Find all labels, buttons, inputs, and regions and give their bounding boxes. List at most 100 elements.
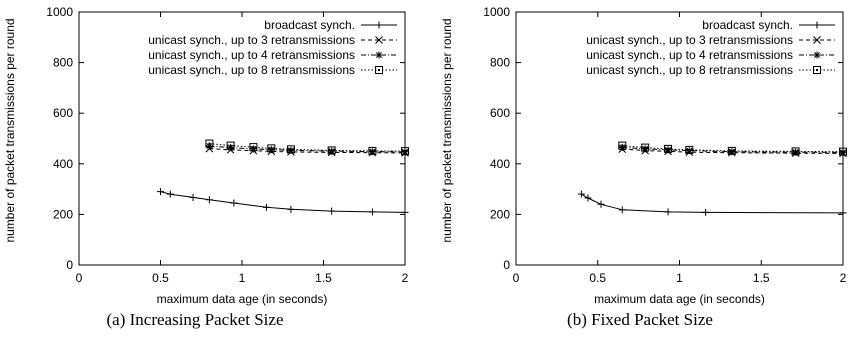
- chart-b-series-4-point-dot: [730, 149, 733, 152]
- chart-a-series-4-point-dot: [330, 149, 333, 152]
- chart-b-ytick-label: 1000: [483, 5, 510, 19]
- chart-b-legend-label-4: unicast synch., up to 8 retransmissions: [586, 63, 793, 77]
- chart-a-series-4-point: [368, 146, 377, 155]
- chart-b-legend-label-2: unicast synch., up to 3 retransmissions: [586, 33, 793, 47]
- chart-a-legend-label-4: unicast synch., up to 8 retransmissions: [148, 63, 355, 77]
- chart-b-ytick-label: 0: [503, 258, 510, 272]
- chart-b-series-4-point: [618, 141, 627, 150]
- chart-b-series-1-point: [839, 209, 847, 217]
- chart-b-series-1-point: [597, 200, 605, 208]
- chart-b-xtick-label: 2: [840, 271, 847, 285]
- chart-a-legend-label-1: broadcast synch.: [264, 18, 355, 32]
- chart-b-legend-label-3: unicast synch., up to 4 retransmissions: [586, 48, 793, 62]
- chart-a-series-2-line: [209, 148, 406, 154]
- chart-b-x-axis-label: maximum data age (in seconds): [594, 292, 765, 306]
- chart-a-xtick-label: 0.5: [152, 271, 169, 285]
- chart-a-legend-label-3: unicast synch., up to 4 retransmissions: [148, 48, 355, 62]
- chart-a-series-1-point: [189, 193, 197, 201]
- chart-a-y-axis-label: number of packet transmissions per round: [3, 18, 17, 242]
- chart-a: 0 200 400 600 800 1000 0 0.5 1 1.5 2 maximum data a…: [3, 5, 409, 329]
- chart-b-series-1: [577, 190, 847, 217]
- chart-b-series-4-point-dot: [644, 146, 647, 149]
- chart-a-series-1-point: [287, 205, 295, 213]
- chart-a-series-1-line: [160, 191, 406, 213]
- chart-a-ytick-label: 200: [53, 207, 73, 221]
- chart-b-series-4-point-dot: [621, 144, 624, 147]
- chart-a-ytick-label: 0: [66, 258, 73, 272]
- chart-b-series-3-point: [618, 143, 626, 151]
- chart-a-series-1-point: [230, 199, 238, 207]
- chart-a-series-4-point-dot: [371, 149, 374, 152]
- chart-a-series-1-point: [368, 208, 376, 216]
- chart-a-xtick-label: 1.5: [315, 271, 332, 285]
- chart-b-ytick-label: 800: [490, 56, 510, 70]
- chart-a-ytick-label: 400: [53, 157, 73, 171]
- chart-a-ytick-label: 600: [53, 106, 73, 120]
- chart-a-series-4: [205, 139, 409, 156]
- chart-a-series-3-point: [227, 144, 235, 152]
- chart-b-series-4-point: [685, 145, 694, 154]
- chart-a-legend-marker-4: [375, 66, 383, 74]
- chart-a-ytick-label: 800: [53, 56, 73, 70]
- chart-b-legend-marker-1: [813, 21, 821, 29]
- chart-a-series-1: [157, 188, 409, 216]
- chart-a-series-4-point-dot: [229, 144, 232, 147]
- chart-b-xtick-label: 1: [676, 271, 683, 285]
- chart-a-series-3-line: [209, 145, 406, 153]
- chart-a-caption: (a) Increasing Packet Size: [107, 310, 284, 329]
- chart-a-legend-marker-4-dot: [378, 69, 380, 71]
- chart-b-series-4-point-dot: [667, 147, 670, 150]
- chart-b-series-3-point: [641, 145, 649, 153]
- chart-b-series-1-point: [584, 194, 592, 202]
- chart-b-legend-marker-4-dot: [816, 69, 818, 71]
- chart-b-legend-marker-2: [813, 36, 821, 44]
- chart-b-xtick-label: 0: [513, 271, 520, 285]
- chart-a-xtick-label: 1: [239, 271, 246, 285]
- chart-a-series-1-point: [166, 190, 174, 198]
- chart-b-series-4-point: [641, 143, 650, 152]
- chart-a-legend: broadcast synch.unicast synch., up to 3 …: [148, 18, 397, 77]
- chart-a-xtick-label: 2: [402, 271, 409, 285]
- chart-a-series-4-point: [286, 145, 295, 154]
- chart-a-series-4-point: [249, 143, 258, 152]
- chart-a-series-4-point: [205, 139, 214, 148]
- chart-a-x-axis-label: maximum data age (in seconds): [157, 292, 328, 306]
- chart-b-xtick-label: 1.5: [753, 271, 770, 285]
- chart-a-series-4-point-dot: [289, 148, 292, 151]
- chart-a-series-3-point: [267, 146, 275, 154]
- chart-a-series-3-point: [205, 142, 213, 150]
- chart-a-series-3: [205, 142, 409, 156]
- chart-b-series-4-point: [727, 146, 736, 155]
- chart-a-series-4-point: [327, 146, 336, 155]
- chart-a-series-1-point: [262, 203, 270, 211]
- chart-b-legend-label-1: broadcast synch.: [702, 18, 793, 32]
- chart-b-series-4-point: [839, 147, 847, 156]
- chart-b-ytick-label: 200: [490, 207, 510, 221]
- chart-a-series-4-point: [267, 144, 276, 153]
- chart-a-ytick-label: 1000: [46, 5, 73, 19]
- chart-b-series-4-point-dot: [842, 150, 844, 153]
- chart-b-series-4-point: [664, 144, 673, 153]
- chart-b: 0 200 400 600 800 1000 0 0.5 1 1.5 2 maximum data a…: [440, 5, 847, 329]
- chart-a-series-4-point-dot: [270, 147, 273, 150]
- chart-b-series-1-point: [702, 208, 710, 216]
- chart-a-series-1-point: [401, 208, 409, 216]
- chart-b-y-axis-label: number of packet transmissions per round: [440, 18, 454, 242]
- chart-a-series-4-point-dot: [252, 146, 255, 149]
- chart-a-series-4-point: [401, 147, 409, 156]
- chart-a-legend-label-2: unicast synch., up to 3 retransmissions: [148, 33, 355, 47]
- chart-a-series-4-point: [226, 141, 235, 150]
- chart-b-series-1-point: [618, 206, 626, 214]
- chart-b-legend-marker-4: [813, 66, 821, 74]
- chart-b-series-4-point-dot: [794, 150, 797, 153]
- chart-b-ytick-label: 600: [490, 106, 510, 120]
- chart-b-legend: broadcast synch.unicast synch., up to 3 …: [586, 18, 835, 77]
- chart-a-legend-marker-2: [375, 36, 383, 44]
- chart-b-series-4-point-dot: [688, 148, 691, 151]
- chart-b-legend-marker-3: [813, 51, 821, 59]
- chart-a-series-4-point-dot: [404, 150, 406, 153]
- chart-b-series-3-point: [664, 146, 672, 154]
- chart-b-series-1-point: [577, 190, 585, 198]
- chart-a-legend-marker-3: [375, 51, 383, 59]
